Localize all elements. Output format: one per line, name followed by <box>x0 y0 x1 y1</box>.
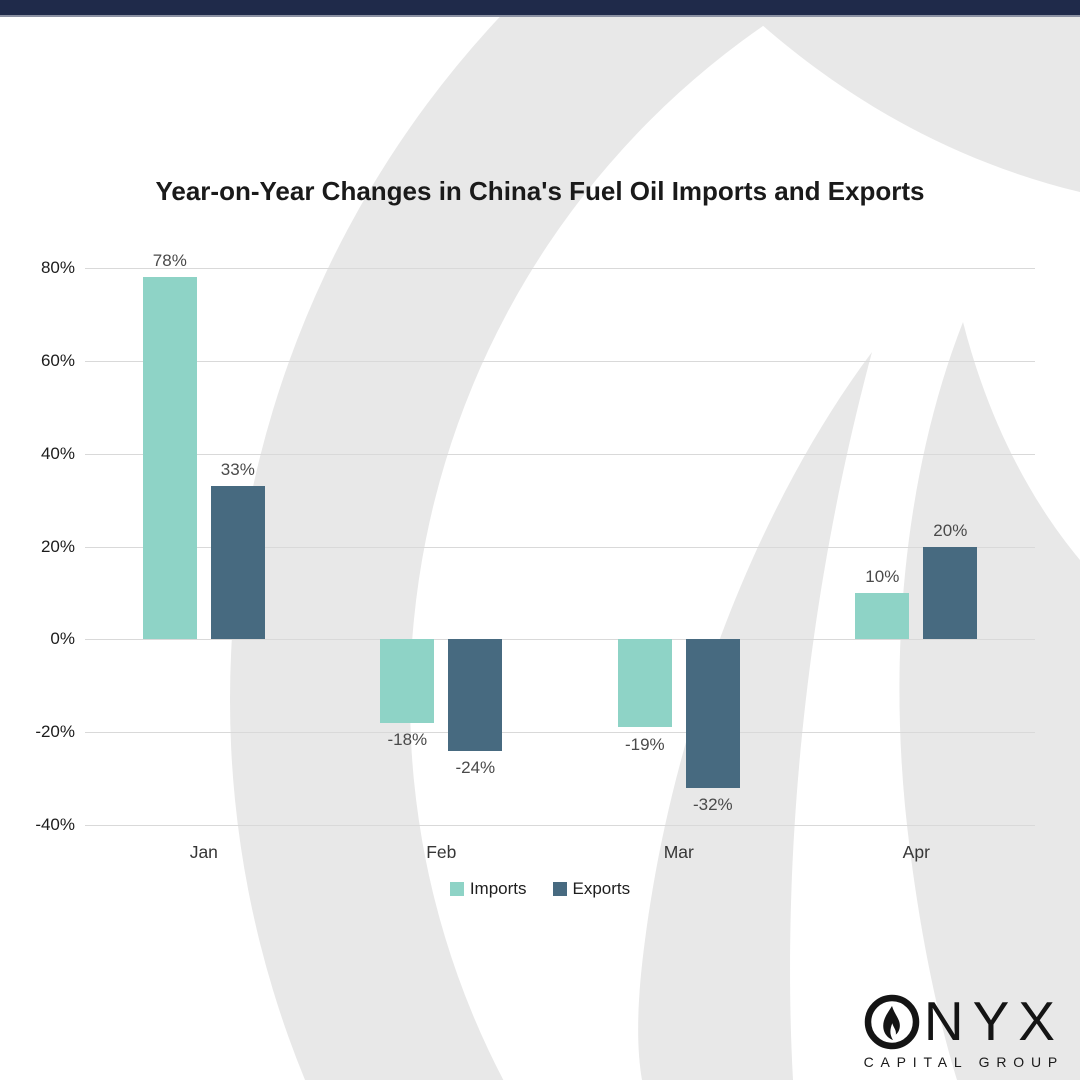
bar-imports-jan <box>142 277 197 640</box>
logo-text: NYX <box>923 989 1064 1052</box>
bar-label-exports-feb: -24% <box>455 757 496 777</box>
logo-flame-icon <box>883 1006 900 1040</box>
bar-label-imports-feb: -18% <box>387 729 428 749</box>
x-axis-label-apr: Apr <box>902 842 930 862</box>
y-axis-label-20: 20% <box>40 536 75 556</box>
y-axis-label--20: -20% <box>35 722 75 742</box>
legend-swatch-imports <box>449 882 464 896</box>
y-axis-label-60: 60% <box>40 350 75 370</box>
onyx-logo-wordmark: NYX <box>862 991 1064 1051</box>
watermark-petal-center <box>638 352 872 1080</box>
gridline-0 <box>85 639 1035 641</box>
bar-exports-apr <box>923 546 978 640</box>
bar-label-imports-mar: -19% <box>624 734 665 754</box>
gridline-40 <box>85 453 1035 455</box>
y-axis-label--40: -40% <box>35 815 75 834</box>
onyx-flame-o-icon <box>864 994 920 1050</box>
bar-exports-feb <box>448 639 503 751</box>
chart-legend: Imports Exports <box>0 879 1080 899</box>
bar-label-imports-jan: 78% <box>152 251 187 271</box>
watermark-ring <box>230 0 1080 1080</box>
bar-exports-jan <box>210 486 265 640</box>
y-axis-label-40: 40% <box>40 443 75 463</box>
gridline-60 <box>85 360 1035 362</box>
legend-label-exports: Exports <box>572 879 631 898</box>
bar-imports-apr <box>855 592 910 640</box>
legend-item-imports: Imports <box>449 879 527 899</box>
logo-o-ring <box>864 994 920 1050</box>
gridline-20 <box>85 546 1035 548</box>
bar-label-imports-apr: 10% <box>865 566 900 586</box>
watermark-petal-top-right <box>752 16 1080 192</box>
watermark-petal-right <box>899 322 1080 1080</box>
legend-item-exports: Exports <box>552 879 631 899</box>
x-axis-label-mar: Mar <box>663 842 694 862</box>
x-axis-label-feb: Feb <box>426 842 457 862</box>
bar-exports-mar <box>685 639 740 788</box>
bar-imports-feb <box>380 639 435 723</box>
bar-label-exports-apr: 20% <box>933 520 968 540</box>
y-axis-label-0: 0% <box>50 629 75 649</box>
chart-title: Year-on-Year Changes in China's Fuel Oil… <box>155 176 925 206</box>
logo-tagline: CAPITAL GROUP <box>863 1054 1064 1070</box>
gridline-80 <box>85 268 1035 269</box>
x-axis-label-jan: Jan <box>189 842 218 862</box>
gridline--40 <box>85 825 1035 826</box>
gridline--20 <box>85 732 1035 734</box>
top-banner <box>0 0 1080 17</box>
legend-label-imports: Imports <box>469 879 527 898</box>
onyx-logo: NYX CAPITAL GROUP <box>862 991 1064 1070</box>
bar-imports-mar <box>617 639 672 728</box>
legend-swatch-exports <box>552 882 567 896</box>
bar-label-exports-jan: 33% <box>220 460 255 480</box>
y-axis-label-80: 80% <box>40 258 75 277</box>
bar-label-exports-mar: -32% <box>692 794 733 814</box>
